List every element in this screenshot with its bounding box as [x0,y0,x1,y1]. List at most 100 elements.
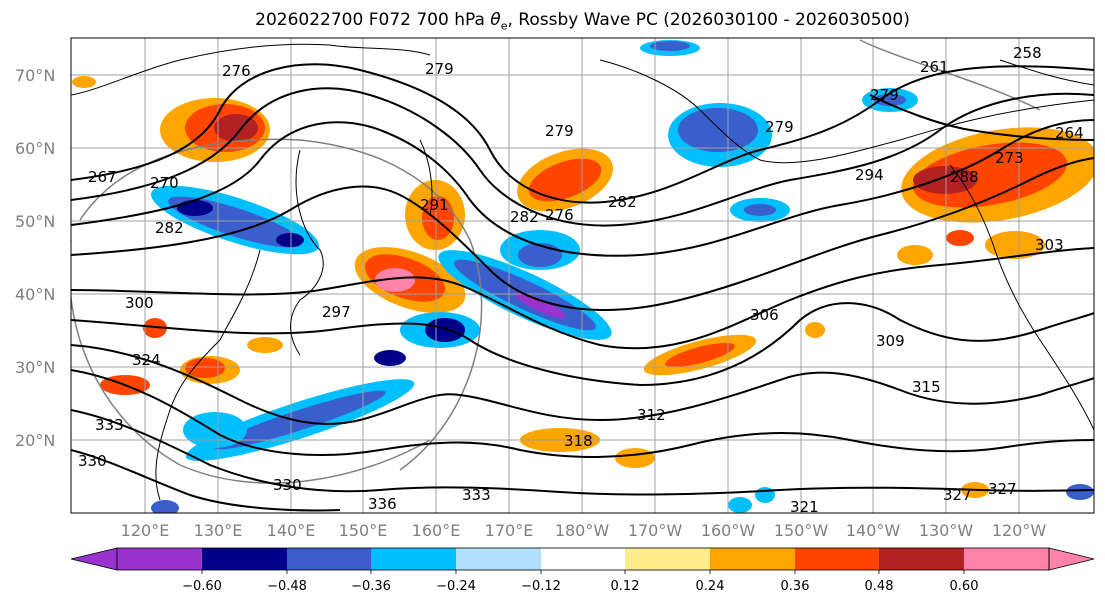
contour-label: 276 [545,206,574,224]
positive-anomaly [897,245,933,265]
contour-label: 315 [912,378,941,396]
contour-label: 327 [943,486,972,504]
lon-label: 140°W [846,521,901,540]
map-title: 2026022700 F072 700 hPa θe, Rossby Wave … [255,10,910,33]
contour-label: 318 [564,432,593,450]
contour-label: 279 [765,118,794,136]
lat-label: 50°N [15,212,55,231]
lat-label: 20°N [15,431,55,450]
contour-label: 330 [78,452,107,470]
positive-anomaly [985,231,1045,259]
colorbar-extend-max [1048,547,1095,571]
colorbar-segment [202,548,287,570]
negative-anomaly [425,318,465,342]
positive-anomaly [72,76,96,88]
colorbar-segment [795,548,879,570]
lat-label: 70°N [15,66,55,85]
contour-label: 327 [988,480,1017,498]
contour-label: 333 [462,486,491,504]
contour-label: 279 [545,122,574,140]
colorbar-segment [371,548,456,570]
negative-anomaly [177,200,213,216]
colorbar-tick-label: −0.24 [436,579,476,594]
contour-label: 333 [95,416,124,434]
colorbar: −0.60 −0.48 −0.36 −0.24 −0.12 0.12 0.24 … [70,547,1095,594]
colorbar-tick-label: −0.12 [521,579,561,594]
lon-label: 120°E [121,521,170,540]
contour-label: 330 [273,476,302,494]
lat-label: 40°N [15,285,55,304]
contour-label: 279 [425,60,454,78]
positive-anomaly [913,166,977,194]
colorbar-segment [287,548,371,570]
positive-anomaly [615,448,655,468]
colorbar-ticks [201,570,965,574]
negative-anomaly [151,500,179,513]
colorbar-segment [117,548,202,570]
lon-label: 170°E [485,521,534,540]
negative-anomaly [214,390,386,450]
lat-label: 60°N [15,139,55,158]
contour-label: 309 [876,332,905,350]
negative-anomaly [874,94,906,106]
contour-label: 288 [950,168,979,186]
contour-label: 279 [870,86,899,104]
contour-label: 312 [637,406,666,424]
colorbar-segment [625,548,710,570]
colorbar-segment [879,548,964,570]
lon-label: 180°W [555,521,610,540]
contour-label: 306 [750,306,779,324]
lon-label: 140°E [267,521,316,540]
contour-label: 303 [1035,236,1064,254]
contour-label: 297 [322,303,351,321]
contour-label: 270 [150,174,179,192]
negative-anomaly [650,41,690,51]
contour-label: 321 [790,498,819,516]
contour-label: 267 [88,168,117,186]
colorbar-tick-label: −0.48 [267,579,307,594]
longitude-labels: 120°E 130°E 140°E 150°E 160°E 170°E 180°… [121,521,1047,540]
contour-label: 282 [608,193,637,211]
positive-anomaly [185,358,225,378]
graticule [71,38,1094,513]
coastlines [71,43,1094,501]
negative-anomaly [678,108,758,152]
contour-label: 300 [125,294,154,312]
colorbar-tick-label: −0.60 [182,579,222,594]
lon-label: 120°W [992,521,1047,540]
negative-anomaly [374,350,406,366]
colorbar-segment [541,548,625,570]
lon-label: 160°W [701,521,756,540]
contour-label: 294 [855,166,884,184]
contour-label: 264 [1055,124,1084,142]
negative-anomaly [514,291,566,319]
colorbar-tick-label: 0.12 [611,579,640,594]
negative-anomaly [755,487,775,503]
positive-anomaly [528,158,602,202]
contour-label: 282 [510,208,539,226]
negative-anomaly [1066,484,1094,500]
theta-e-contours [71,63,1094,512]
contour-label: 258 [1013,44,1042,62]
contour-label: 324 [132,351,161,369]
colorbar-tick-label: −0.36 [351,579,391,594]
latitude-labels: 70°N 60°N 50°N 40°N 30°N 20°N [15,66,55,450]
contour-label: 282 [155,219,184,237]
negative-anomaly [744,204,776,216]
negative-anomaly [276,233,304,247]
lon-label: 150°E [339,521,388,540]
contour-label: 273 [995,149,1024,167]
lon-label: 130°E [194,521,243,540]
contour-label: 336 [368,495,397,513]
positive-anomaly [946,230,974,246]
lon-label: 160°E [412,521,461,540]
positive-anomaly [143,318,167,338]
colorbar-tick-label: 0.36 [781,579,810,594]
contour-label: 276 [222,62,251,80]
positive-anomaly [665,342,735,368]
lat-label: 30°N [15,358,55,377]
contour-label: 261 [920,58,949,76]
colorbar-extend-min [70,547,118,571]
colorbar-tick-label: 0.48 [865,579,894,594]
